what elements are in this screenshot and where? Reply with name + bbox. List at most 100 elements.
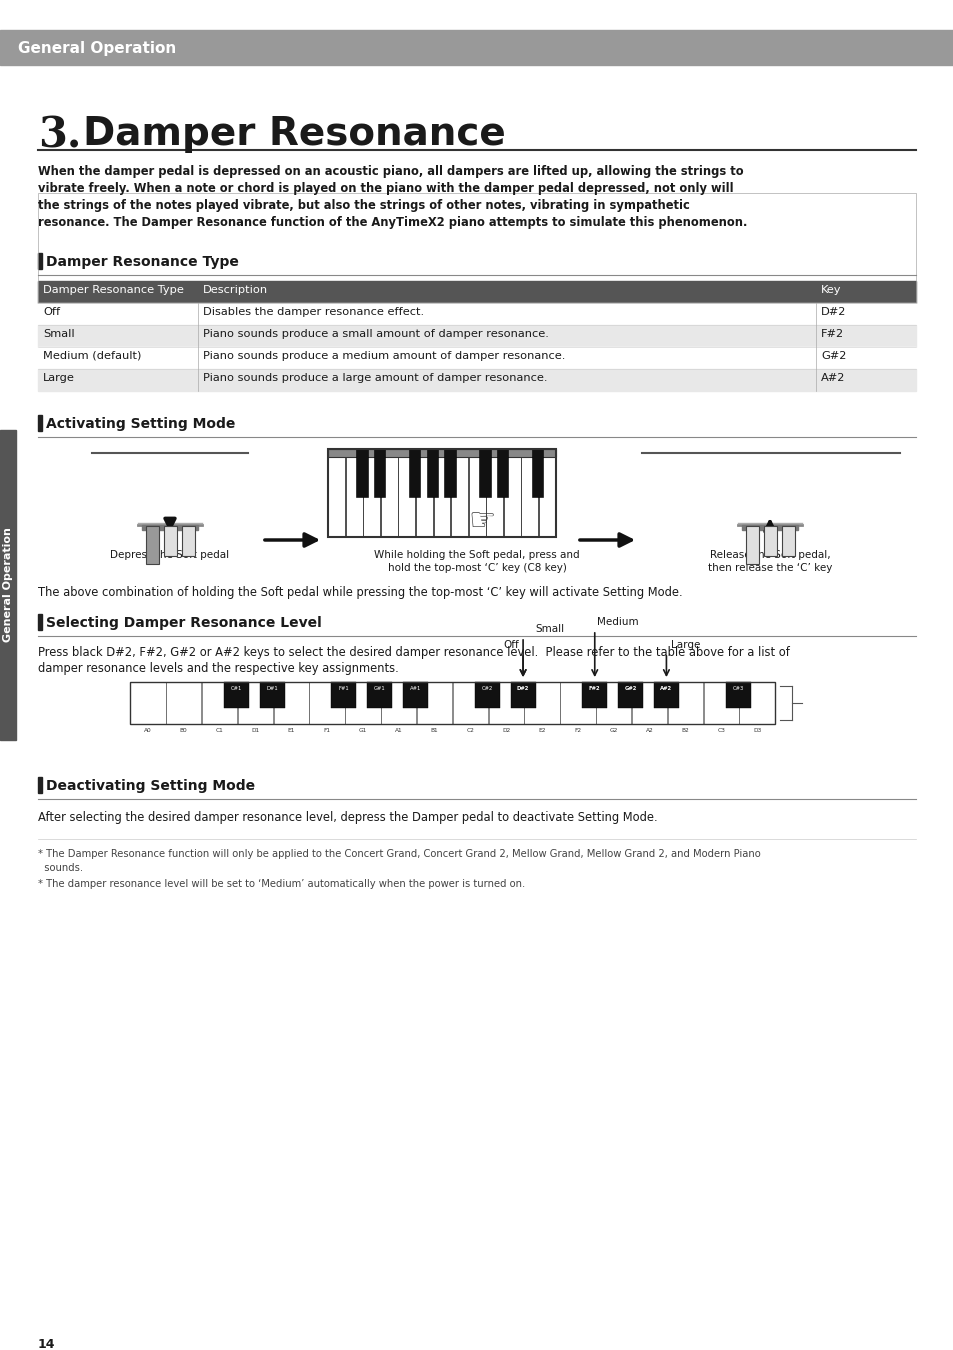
Bar — [631, 682, 666, 724]
Text: C2: C2 — [466, 728, 474, 733]
Text: Small: Small — [43, 329, 74, 339]
Text: D1: D1 — [251, 728, 259, 733]
Text: E1: E1 — [287, 728, 294, 733]
Bar — [182, 526, 194, 556]
Text: Off: Off — [502, 640, 518, 649]
Bar — [380, 452, 397, 537]
Text: A2: A2 — [645, 728, 653, 733]
Bar — [0, 30, 953, 65]
Bar — [581, 682, 607, 707]
Bar — [38, 369, 915, 391]
Text: * The Damper Resonance function will only be applied to the Concert Grand, Conce: * The Damper Resonance function will onl… — [38, 849, 760, 859]
Bar — [524, 682, 559, 724]
Text: Damper Resonance: Damper Resonance — [83, 115, 505, 153]
Text: B2: B2 — [680, 728, 689, 733]
Text: Deactivating Setting Mode: Deactivating Setting Mode — [46, 779, 254, 792]
Text: Disables the damper resonance effect.: Disables the damper resonance effect. — [203, 306, 424, 317]
Text: General Operation: General Operation — [3, 528, 13, 643]
Text: Activating Setting Mode: Activating Setting Mode — [46, 417, 235, 431]
Text: While holding the Soft pedal, press and: While holding the Soft pedal, press and — [374, 549, 579, 560]
Bar — [164, 526, 177, 556]
Text: Medium: Medium — [597, 617, 638, 626]
Bar — [497, 450, 508, 497]
Text: D2: D2 — [501, 728, 510, 733]
Bar — [478, 450, 490, 497]
Text: E2: E2 — [537, 728, 545, 733]
Bar — [38, 281, 915, 302]
Bar — [741, 525, 797, 531]
Text: D#2: D#2 — [517, 686, 529, 691]
Bar — [274, 682, 309, 724]
Text: resonance. The Damper Resonance function of the AnyTimeX2 piano attempts to simu: resonance. The Damper Resonance function… — [38, 216, 746, 230]
Text: Off: Off — [43, 306, 60, 317]
Text: When the damper pedal is depressed on an acoustic piano, all dampers are lifted : When the damper pedal is depressed on an… — [38, 165, 742, 178]
Text: After selecting the desired damper resonance level, depress the Damper pedal to : After selecting the desired damper reson… — [38, 811, 657, 824]
Text: Damper Resonance Type: Damper Resonance Type — [43, 285, 184, 296]
Text: sounds.: sounds. — [38, 863, 83, 873]
Bar — [130, 682, 774, 724]
Bar — [531, 450, 542, 497]
Bar — [38, 252, 42, 269]
Bar — [739, 682, 774, 724]
Bar — [781, 526, 794, 556]
Bar — [416, 682, 452, 724]
Text: Medium (default): Medium (default) — [43, 351, 141, 360]
Bar — [328, 450, 556, 458]
Bar — [202, 682, 237, 724]
Bar — [444, 450, 455, 497]
Text: F1: F1 — [323, 728, 331, 733]
Text: A#1: A#1 — [410, 686, 421, 691]
Text: General Operation: General Operation — [18, 40, 176, 55]
Text: G#2: G#2 — [624, 686, 636, 691]
Text: G#2: G#2 — [821, 351, 845, 360]
Text: F#2: F#2 — [821, 329, 843, 339]
Bar — [398, 452, 415, 537]
Text: G#1: G#1 — [374, 686, 385, 691]
Bar — [653, 682, 679, 707]
Text: B0: B0 — [180, 728, 188, 733]
Bar — [38, 325, 915, 347]
Bar — [725, 682, 750, 707]
Text: F#1: F#1 — [338, 686, 349, 691]
Bar — [402, 682, 428, 707]
Bar — [166, 682, 201, 724]
Bar — [356, 450, 368, 497]
Text: Release the Soft pedal,: Release the Soft pedal, — [709, 549, 829, 560]
Bar — [38, 778, 42, 792]
Text: 3.: 3. — [38, 115, 81, 157]
Text: B1: B1 — [431, 728, 438, 733]
Text: damper resonance levels and the respective key assignments.: damper resonance levels and the respecti… — [38, 662, 398, 675]
Bar — [38, 302, 915, 325]
Bar — [468, 452, 485, 537]
Bar — [363, 452, 380, 537]
Bar — [559, 682, 595, 724]
Bar — [475, 682, 499, 707]
Bar — [328, 450, 556, 537]
Bar — [703, 682, 738, 724]
Bar — [667, 682, 702, 724]
Text: Press black D#2, F#2, G#2 or A#2 keys to select the desired damper resonance lev: Press black D#2, F#2, G#2 or A#2 keys to… — [38, 647, 789, 659]
Bar — [328, 452, 345, 537]
Text: Selecting Damper Resonance Level: Selecting Damper Resonance Level — [46, 616, 321, 630]
Bar — [346, 452, 362, 537]
Bar — [331, 682, 356, 707]
Bar — [237, 682, 273, 724]
Text: A1: A1 — [395, 728, 402, 733]
Text: D#2: D#2 — [821, 306, 845, 317]
Text: 14: 14 — [38, 1338, 55, 1350]
Text: C3: C3 — [717, 728, 724, 733]
Text: F#2: F#2 — [588, 686, 600, 691]
Bar — [520, 452, 537, 537]
Text: C1: C1 — [215, 728, 223, 733]
Bar — [745, 526, 759, 564]
Bar — [409, 450, 420, 497]
Text: C#2: C#2 — [481, 686, 493, 691]
Text: Large: Large — [43, 373, 74, 383]
Bar — [131, 682, 166, 724]
Bar — [38, 414, 42, 431]
Bar — [38, 614, 42, 630]
Text: Key: Key — [821, 285, 841, 296]
Bar — [451, 452, 468, 537]
Text: * The damper resonance level will be set to ‘Medium’ automatically when the powe: * The damper resonance level will be set… — [38, 879, 525, 890]
Text: G1: G1 — [358, 728, 367, 733]
